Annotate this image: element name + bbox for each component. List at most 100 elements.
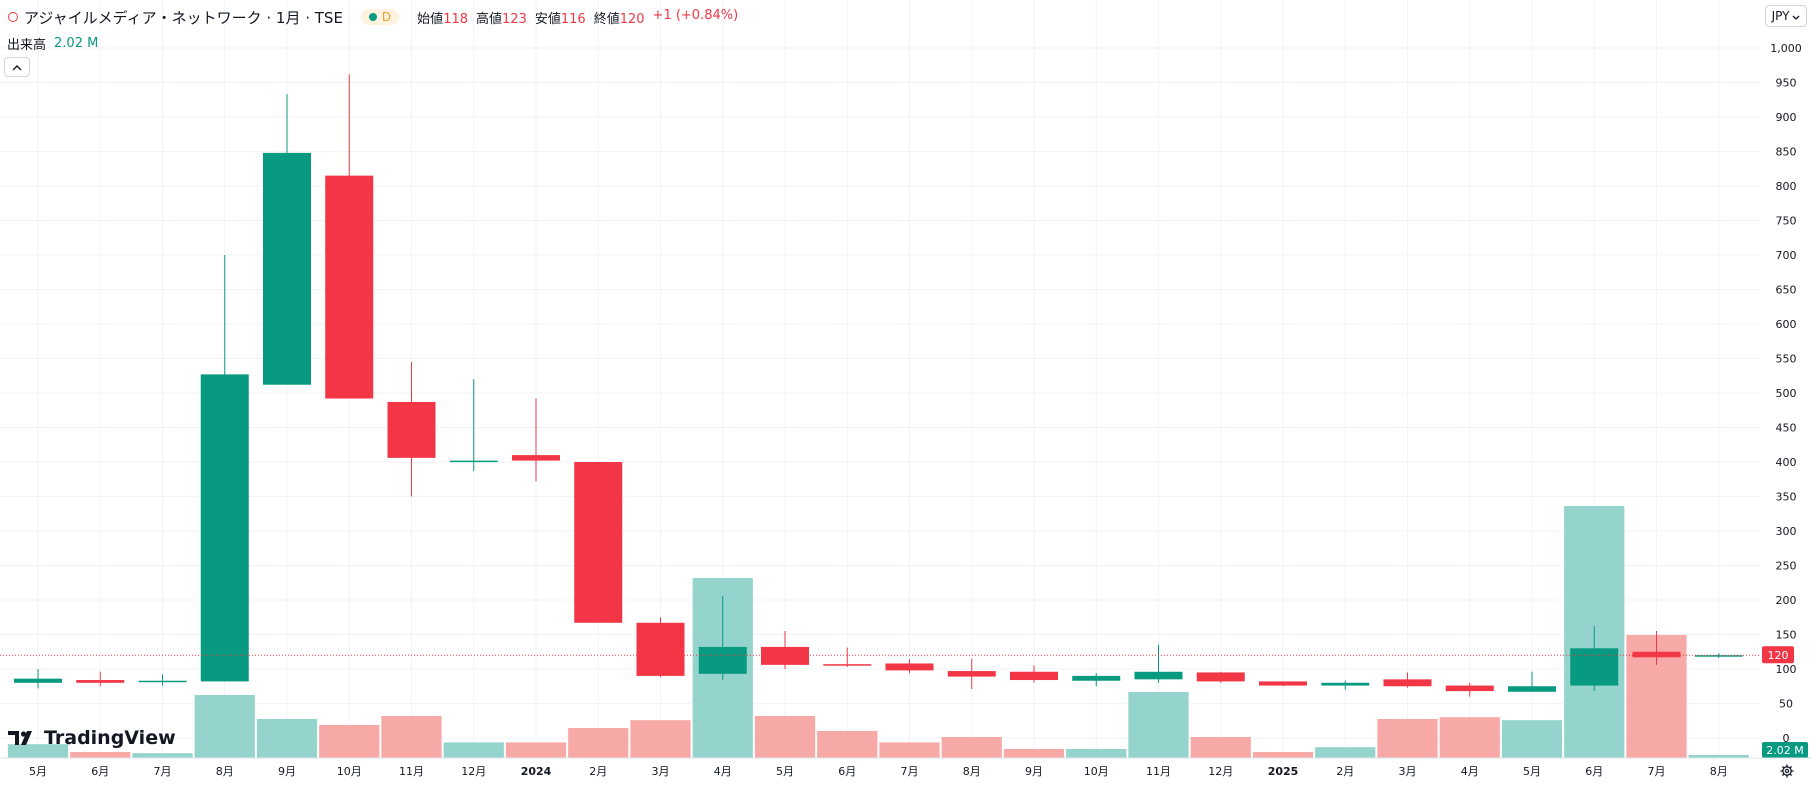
volume-bar (1377, 719, 1438, 758)
y-tick-label: 300 (1776, 525, 1797, 538)
volume-bar (1501, 720, 1563, 758)
legend-header: アジャイルメディア・ネットワーク · 1月 · TSE D 始値118 高値12… (8, 6, 738, 28)
y-tick-label: 450 (1776, 422, 1797, 435)
x-tick-label: 11月 (399, 765, 424, 778)
volume-bar (505, 742, 567, 758)
y-tick-label: 250 (1776, 560, 1797, 573)
symbol-title[interactable]: アジャイルメディア・ネットワーク · 1月 · TSE (24, 8, 343, 27)
high-label: 高値 (476, 11, 503, 27)
brand-name: TradingView (44, 727, 176, 749)
y-tick-label: 400 (1776, 456, 1797, 469)
x-tick-label: 8月 (216, 765, 234, 778)
currency-selector[interactable]: JPY (1765, 5, 1807, 27)
candle-body (1321, 682, 1370, 686)
settings-button[interactable] (1777, 763, 1797, 783)
candle-body (387, 401, 436, 458)
volume-bar (1128, 692, 1189, 758)
time-axis[interactable]: 5月 6月 7月 8月 9月 10月 11月 12月 2024 2月 3月 4月 5月 6月 7月 8月 9月 1… (0, 757, 1812, 778)
candle-body (636, 622, 685, 676)
chevron-down-icon (1792, 9, 1800, 23)
candle-body (1259, 681, 1307, 686)
volume-bar (443, 742, 504, 758)
market-status-dot-icon (368, 13, 377, 21)
candle-body (1570, 648, 1619, 686)
y-tick-label: 0 (1783, 732, 1790, 745)
x-tick-label: 5月 (776, 765, 794, 778)
volume-bar (568, 728, 629, 758)
y-tick-label: 800 (1776, 180, 1797, 193)
y-tick-label: 100 (1776, 663, 1797, 676)
candles (14, 74, 1743, 697)
y-tick-label: 1,000 (1770, 42, 1802, 55)
volume-bar (381, 716, 442, 758)
ohlc-values: 始値118 高値123 安値116 終値120 +1 (+0.84%) (417, 8, 738, 27)
volume-bar (754, 716, 816, 758)
x-tick-label: 11月 (1146, 765, 1171, 778)
x-tick-label: 12月 (461, 765, 486, 778)
volume-bar (879, 742, 940, 758)
volume-bars (7, 506, 1749, 758)
x-tick-label: 4月 (714, 765, 732, 778)
volume-bar (7, 744, 69, 758)
volume-bar (1190, 737, 1251, 758)
x-tick-label: 8月 (963, 765, 981, 778)
last-price-tag (1762, 646, 1794, 664)
candle-body (947, 671, 996, 677)
y-tick-label: 50 (1779, 698, 1793, 711)
volume-bar (256, 719, 318, 758)
currency-label: JPY (1771, 9, 1790, 23)
x-tick-label: 6月 (838, 765, 856, 778)
y-tick-label: 600 (1776, 318, 1797, 331)
candle-body (76, 680, 125, 683)
x-tick-label: 7月 (1648, 765, 1666, 778)
x-tick-label: 4月 (1461, 765, 1479, 778)
badge-label: D (381, 10, 392, 24)
volume-value: 2.02 M (54, 36, 99, 51)
symbol-status-icon (8, 12, 18, 22)
volume-bar (319, 725, 380, 758)
close-label: 終値 (593, 11, 620, 27)
x-tick-label: 9月 (278, 765, 296, 778)
volume-bar (1688, 755, 1749, 758)
low-value: 116 (560, 11, 586, 27)
x-tick-label: 6月 (1585, 765, 1603, 778)
x-tick-label: 12月 (1208, 765, 1233, 778)
low-label: 安値 (534, 11, 561, 27)
last-volume-tag (1762, 742, 1808, 758)
candle-body (823, 664, 872, 666)
y-tick-label: 750 (1776, 215, 1797, 228)
tradingview-logo[interactable]: TradingView (8, 727, 176, 749)
data-mode-badge[interactable]: D (360, 9, 400, 25)
candle-body (885, 663, 934, 671)
x-tick-label: 2月 (1336, 765, 1354, 778)
candle-body (1072, 675, 1121, 681)
open-label: 始値 (417, 11, 444, 27)
price-line: 120 2.02 M (0, 646, 1808, 758)
x-tick-label: 2024 (521, 765, 552, 778)
candle-body (574, 462, 623, 623)
high-value: 123 (502, 11, 527, 27)
change-value: +1 (+0.84%) (652, 7, 739, 23)
volume-bar (1252, 752, 1314, 758)
candle-body (698, 646, 747, 674)
y-tick-label: 700 (1776, 249, 1797, 262)
volume-label[interactable]: 出来高 (7, 38, 47, 53)
y-tick-label: 650 (1776, 284, 1797, 297)
chevron-up-icon (12, 61, 22, 74)
x-tick-label: 7月 (901, 765, 919, 778)
volume-bar (1066, 749, 1127, 758)
candle-body (1632, 651, 1681, 658)
y-tick-label: 200 (1776, 594, 1797, 607)
collapse-legend-button[interactable] (4, 57, 30, 77)
x-tick-label: 8月 (1710, 765, 1728, 778)
volume-bar (817, 731, 878, 758)
price-axis[interactable]: 0 50 100 150 200 250 300 350 400 450 500 550 600 650 7… (1770, 42, 1802, 745)
candle-body (200, 374, 249, 682)
close-value: 120 (619, 11, 645, 27)
candle-body (1134, 671, 1183, 680)
y-tick-label: 900 (1776, 111, 1797, 124)
x-tick-label: 5月 (1523, 765, 1541, 778)
volume-bar (1003, 749, 1065, 758)
y-tick-label: 950 (1776, 77, 1797, 90)
